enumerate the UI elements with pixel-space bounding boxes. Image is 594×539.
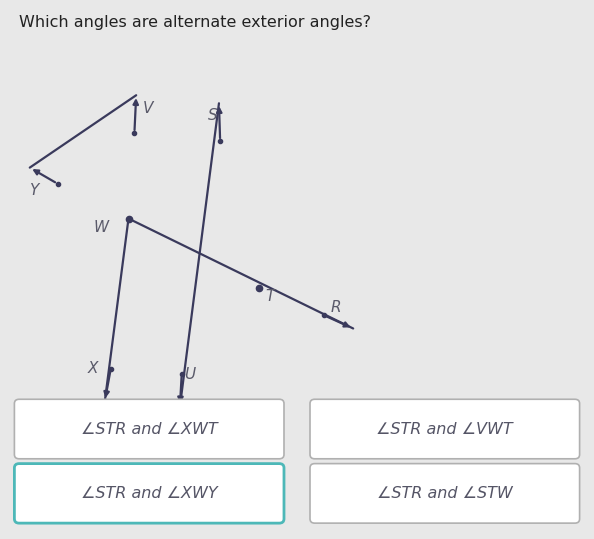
Text: Y: Y: [29, 183, 39, 198]
FancyBboxPatch shape: [14, 464, 284, 523]
Text: ∠STR and ∠STW: ∠STR and ∠STW: [377, 486, 513, 501]
Text: W: W: [93, 220, 108, 235]
FancyBboxPatch shape: [14, 399, 284, 459]
Text: Which angles are alternate exterior angles?: Which angles are alternate exterior angl…: [19, 15, 371, 30]
Text: ∠STR and ∠XWT: ∠STR and ∠XWT: [81, 421, 217, 437]
FancyBboxPatch shape: [310, 399, 580, 459]
FancyBboxPatch shape: [310, 464, 580, 523]
Text: R: R: [330, 300, 341, 315]
Text: ∠STR and ∠VWT: ∠STR and ∠VWT: [377, 421, 513, 437]
Text: ∠STR and ∠XWY: ∠STR and ∠XWY: [81, 486, 217, 501]
Text: U: U: [184, 367, 195, 382]
Text: V: V: [143, 101, 153, 116]
Text: T: T: [266, 289, 275, 304]
Text: X: X: [88, 361, 98, 376]
Text: S: S: [208, 108, 218, 122]
